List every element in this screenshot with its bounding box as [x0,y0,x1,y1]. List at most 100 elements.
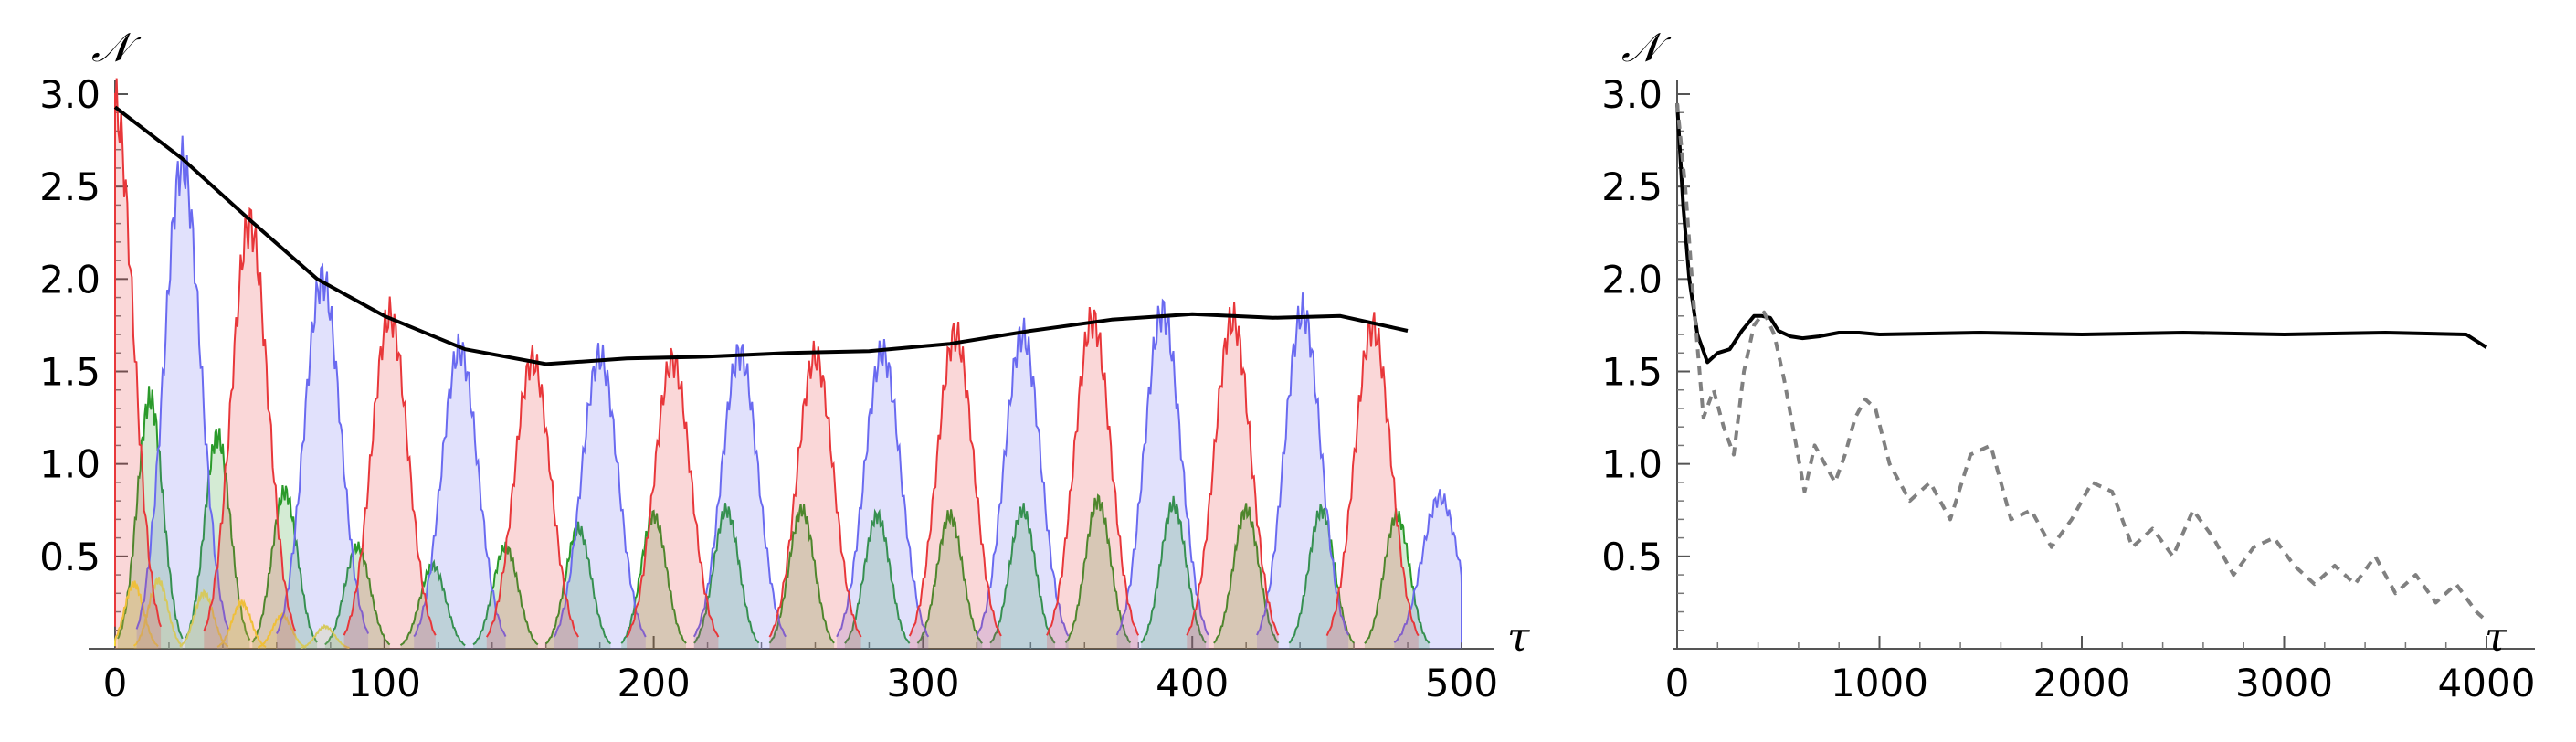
x-axis-label: τ [1507,614,1530,661]
blue-peak-0 [135,135,229,630]
green-area-10 [844,511,910,649]
panel-2: 0 1000 2000 3000 4000 0.5 1.0 1.5 2.0 2.5 3.0𝒩τ [1601,25,2535,705]
x-tick-label-2000: 2000 [2033,661,2131,705]
yellow-peak-1 [132,576,184,647]
green-peak-4 [399,558,466,647]
y-axis-label: 𝒩 [1621,25,1672,71]
x-tick-label-3000: 3000 [2235,661,2333,705]
x-tick-label-1000: 1000 [1831,661,1928,705]
green-area-11 [917,509,983,649]
y-tick-label-1: 1.0 [1601,442,1663,487]
red-area-4 [627,348,719,649]
yellow-peak-4 [257,611,307,649]
green-area-17 [1364,508,1430,649]
panel-1: 0 100 200 300 400 500 0.5 1.0 1.5 2.0 2.5 3.0𝒩τ [39,25,1530,705]
green-peak-10 [844,508,911,644]
red-area-2 [343,296,436,649]
green-area-15 [1213,503,1279,649]
blue-peak-3 [553,343,647,638]
blue-area-4 [693,344,787,649]
blue-area-8 [1257,292,1349,649]
y-tick-label-0: 0.5 [39,535,100,579]
x-tick-label-4000: 4000 [2438,661,2536,705]
blue-area-7 [1116,300,1209,649]
x-tick-label-0: 0 [103,661,128,705]
green-peak-6 [544,521,612,645]
green-peak-3 [324,541,391,646]
y-tick-label-5: 3.0 [1601,72,1663,117]
green-area-13 [1065,495,1131,649]
green-peak-9 [768,503,835,644]
y-tick-label-2: 1.5 [39,350,100,395]
yellow-area-2 [179,590,228,649]
solid-series-line [1675,102,2488,365]
x-tick-label-200: 200 [618,661,691,705]
x-tick-label-400: 400 [1156,661,1229,705]
red-area-8 [1187,302,1279,649]
y-tick-label-2: 1.5 [1601,350,1663,395]
dashed-series-line [1675,102,2488,623]
y-tick-label-3: 2.0 [1601,257,1663,302]
red-peak-0 [114,78,163,628]
green-peak-16 [1288,504,1355,644]
blue-peak-7 [1115,298,1209,636]
green-area-14 [1141,495,1206,649]
green-area-5 [473,541,538,649]
y-tick-label-3: 2.0 [39,257,100,302]
x-tick-label-0: 0 [1665,661,1690,705]
green-peak-12 [989,503,1056,644]
envelope-line [113,105,1409,366]
yellow-area-0 [115,580,159,649]
yellow-peak-2 [179,588,229,648]
x-axis-label: τ [2485,614,2507,661]
green-peak-2 [251,484,318,643]
green-peak-7 [620,509,687,644]
red-area-3 [486,344,579,649]
red-area-6 [909,322,1001,649]
y-tick-label-0: 0.5 [1601,535,1663,579]
y-tick-label-1: 1.0 [39,442,100,487]
red-area-0 [115,78,162,650]
red-area-9 [1326,312,1419,649]
yellow-area-4 [258,613,307,649]
red-peak-8 [1186,302,1280,636]
yellow-area-3 [217,599,267,649]
yellow-peak-3 [216,598,267,648]
blue-peak-8 [1256,292,1350,636]
green-peak-13 [1064,493,1132,644]
red-peak-6 [908,322,1002,637]
red-peak-3 [485,344,579,638]
yellow-peak-0 [114,580,159,647]
blue-peak-2 [413,333,507,638]
peak-layers [114,78,1462,650]
red-area-1 [204,208,296,650]
red-peak-1 [203,207,297,632]
green-area-16 [1289,504,1355,649]
blue-area-6 [977,317,1069,649]
yellow-area-5 [301,625,350,649]
blue-area-2 [414,333,506,649]
blue-peak-4 [692,344,787,638]
blue-area-5 [837,339,929,649]
red-peak-4 [626,347,720,638]
green-peak-15 [1213,503,1280,644]
y-tick-label-4: 2.5 [39,164,100,209]
green-area-12 [990,503,1055,649]
blue-peak-5 [836,339,930,638]
red-area-5 [769,340,861,649]
green-area-8 [693,503,759,649]
blue-area-3 [554,343,646,649]
blue-peak-6 [976,317,1070,637]
x-tick-label-500: 500 [1425,661,1498,705]
blue-peak-1 [276,262,370,634]
x-tick-label-100: 100 [348,661,421,705]
green-area-9 [769,504,835,649]
green-peak-11 [916,509,984,644]
red-peak-5 [768,340,862,638]
green-area-2 [252,485,318,649]
blue-area-0 [136,135,228,649]
green-peak-8 [693,503,760,644]
y-axis-label: 𝒩 [91,25,142,71]
